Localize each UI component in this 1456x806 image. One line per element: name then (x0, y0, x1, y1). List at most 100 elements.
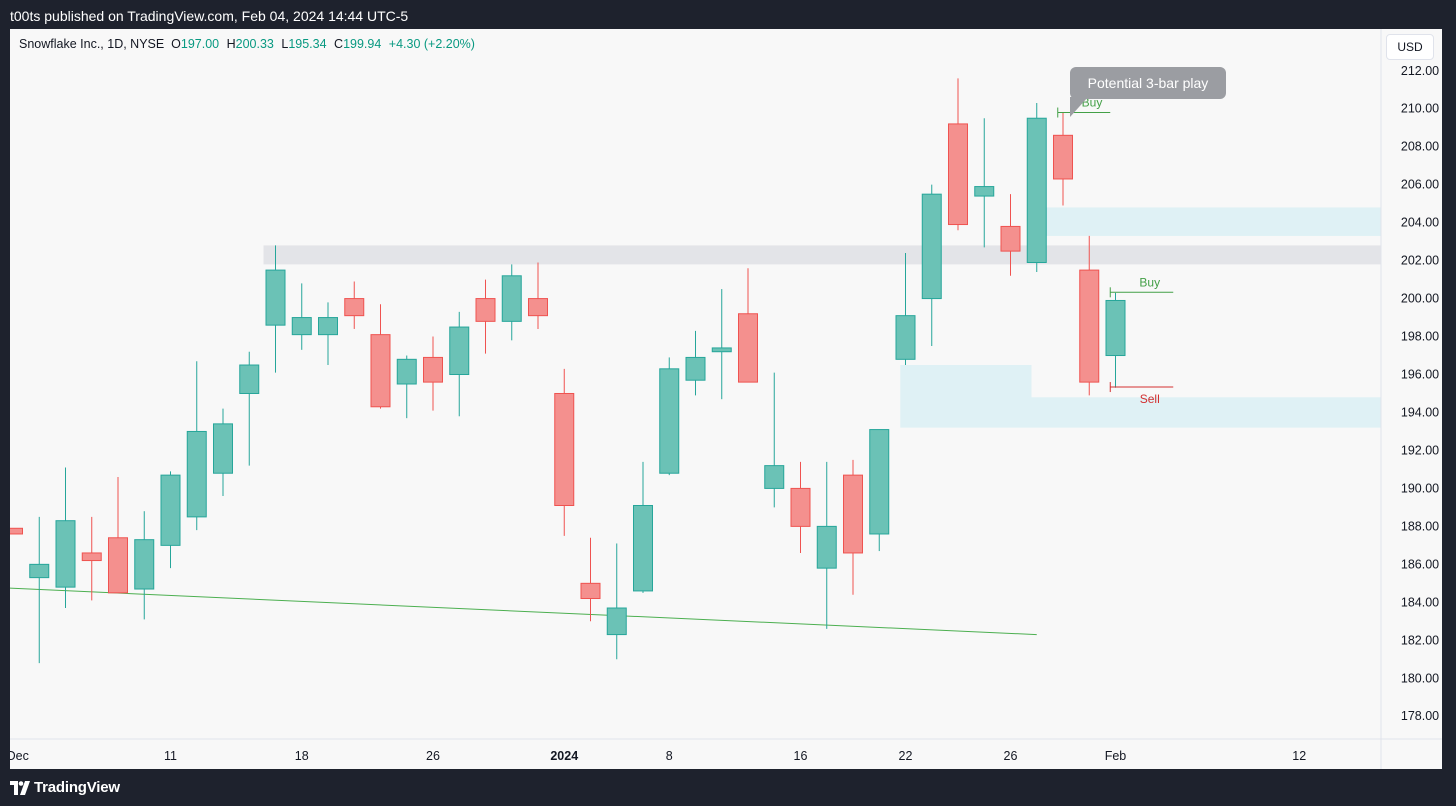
candle-body (186, 430, 207, 518)
symbol-legend: Snowflake Inc., 1D, NYSE O197.00 H200.33… (19, 37, 479, 51)
candle-body (1000, 225, 1021, 252)
x-tick-label: 8 (666, 749, 673, 763)
candle-body (318, 317, 338, 336)
buy-label-1: Buy (1139, 275, 1160, 289)
candle-14 (370, 304, 391, 409)
candle-21 (554, 368, 575, 536)
candles (10, 78, 1126, 664)
x-tick-label: 26 (1004, 749, 1018, 763)
candle-11 (291, 283, 312, 350)
candle-body (475, 298, 496, 322)
x-tick-label: Feb (1105, 749, 1127, 763)
y-tick-label: 186.00 (1401, 557, 1439, 571)
price-axis: 178.00 180.00 182.00 184.00 186.00 188.00 190.… (1401, 64, 1439, 723)
close-label: C (334, 37, 344, 51)
y-tick-label: 210.00 (1401, 102, 1439, 116)
trendline (10, 587, 1037, 636)
candle-34 (895, 253, 916, 366)
candle-28 (738, 268, 758, 383)
candle-2 (55, 467, 76, 609)
candle-body (764, 465, 785, 489)
currency-button[interactable]: USD (1386, 34, 1434, 60)
footer-bar: TradingView (0, 770, 1456, 806)
candle-body (711, 347, 732, 353)
y-tick-label: 178.00 (1401, 709, 1439, 723)
callout-tail (1070, 97, 1088, 117)
candle-7 (186, 361, 207, 531)
y-tick-label: 184.00 (1401, 595, 1439, 609)
candle-body (921, 193, 942, 300)
y-tick-label: 204.00 (1401, 216, 1439, 230)
candle-body (580, 582, 601, 600)
candle-17 (449, 311, 470, 417)
candle-22 (580, 537, 601, 622)
published-text: t00ts published on TradingView.com, Feb … (10, 8, 409, 24)
callout-note[interactable]: Potential 3-bar play (1070, 67, 1226, 99)
candle-body (134, 539, 155, 590)
candle-body (528, 298, 548, 317)
low-label: L (281, 37, 289, 51)
y-tick-label: 198.00 (1401, 330, 1439, 344)
candle-body (1079, 269, 1100, 383)
candle-8 (213, 408, 233, 497)
candle-body (55, 520, 76, 588)
candle-body (974, 186, 995, 197)
candle-15 (396, 355, 417, 419)
chart-panel[interactable]: Buy Buy Sell 178.00 180.00 182.00 184.00 186.00… (10, 29, 1442, 769)
candle-26 (685, 330, 706, 396)
symbol-text: Snowflake Inc., 1D, NYSE (19, 37, 165, 51)
candle-18 (475, 279, 496, 354)
x-tick-label: 12 (1292, 749, 1306, 763)
x-tick-label: 2024 (550, 749, 578, 763)
candlestick-chart[interactable]: BuyBuySell178.00180.00182.00184.00186.00… (10, 29, 1442, 769)
candle-16 (423, 336, 443, 411)
candle-23 (606, 543, 627, 660)
candle-body (370, 334, 391, 408)
candle-19 (501, 264, 522, 341)
candle-36 (948, 78, 968, 231)
candle-body (213, 423, 233, 474)
candle-body (685, 356, 706, 381)
candle-body (1053, 134, 1073, 180)
candle-6 (160, 471, 181, 569)
candle-body (895, 315, 916, 360)
candle-41 (1079, 235, 1100, 396)
y-tick-label: 190.00 (1401, 481, 1439, 495)
high-label: H (226, 37, 236, 51)
x-tick-label: 11 (164, 749, 177, 763)
candle-31 (816, 461, 837, 629)
candle-body (449, 326, 470, 376)
candle-body (423, 356, 443, 383)
published-header: t00ts published on TradingView.com, Feb … (0, 0, 1456, 30)
tradingview-brand-text: TradingView (34, 779, 120, 796)
y-tick-label: 196.00 (1401, 368, 1439, 382)
y-tick-label: 180.00 (1401, 671, 1439, 685)
candle-body (265, 269, 286, 326)
candle-4 (108, 477, 128, 594)
time-axis: Dec 11 18 26 2024 8 16 22 26 Feb 12 (10, 749, 1306, 763)
x-tick-label: 18 (295, 749, 309, 763)
candle-37 (974, 118, 995, 248)
candle-body (816, 525, 837, 569)
support-zone-1 (900, 365, 1032, 428)
tradingview-logo[interactable]: TradingView (10, 778, 120, 798)
candle-40 (1053, 112, 1073, 206)
candle-25 (659, 357, 680, 476)
sell-label-2: Sell (1140, 392, 1160, 406)
candle-20 (528, 262, 548, 329)
candle-body (501, 275, 522, 322)
close-value: 199.94 (343, 37, 382, 51)
candle-body (659, 368, 680, 474)
y-tick-label: 212.00 (1401, 64, 1439, 78)
candle-42 (1105, 292, 1126, 388)
x-tick-label: Dec (10, 749, 29, 763)
tradingview-logo-icon (10, 781, 30, 795)
candle-body (843, 474, 863, 554)
y-tick-label: 208.00 (1401, 140, 1439, 154)
candle-24 (633, 461, 653, 593)
candle-body (10, 527, 23, 535)
candle-body (396, 358, 417, 385)
candle-body (29, 563, 50, 579)
x-tick-label: 22 (899, 749, 913, 763)
candle-9 (239, 351, 260, 466)
